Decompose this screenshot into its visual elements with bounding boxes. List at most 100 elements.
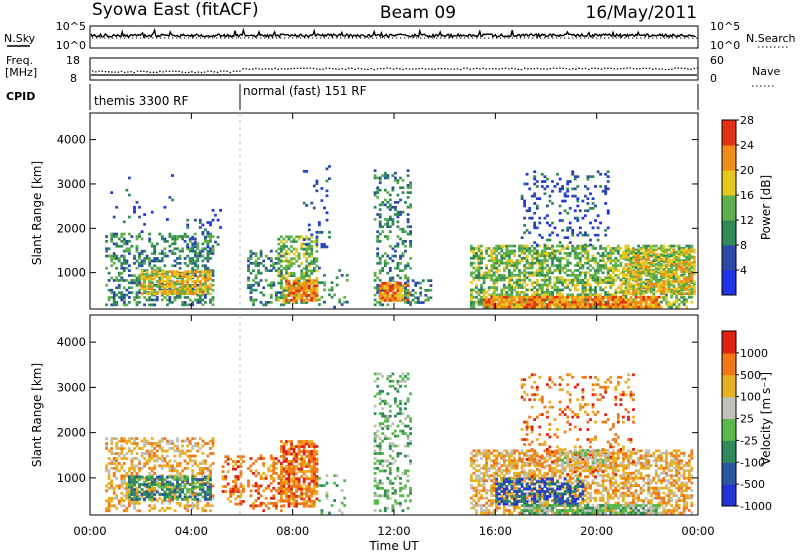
heatmap-cell <box>477 278 481 282</box>
heatmap-cell <box>558 288 562 292</box>
heatmap-cell <box>660 285 663 288</box>
heatmap-cell <box>624 305 628 309</box>
heatmap-cell <box>632 261 635 265</box>
heatmap-cell <box>122 454 126 458</box>
heatmap-cell <box>584 298 587 302</box>
heatmap-cell <box>254 504 258 508</box>
heatmap-cell <box>110 486 114 490</box>
heatmap-cell <box>378 176 382 180</box>
heatmap-cell <box>508 274 511 277</box>
heatmap-cell <box>115 279 119 282</box>
heatmap-cell <box>198 447 202 450</box>
heatmap-cell <box>401 269 405 272</box>
heatmap-cell <box>282 245 286 248</box>
heatmap-cell <box>252 462 255 465</box>
heatmap-cell <box>685 270 689 274</box>
heatmap-cell <box>551 254 554 258</box>
heatmap-cell <box>584 288 587 292</box>
heatmap-cell <box>381 201 385 204</box>
heatmap-cell <box>155 444 159 448</box>
heatmap-cell <box>229 457 233 461</box>
heatmap-cell <box>386 223 390 226</box>
heatmap-cell <box>186 488 190 491</box>
heatmap-cell <box>596 281 600 284</box>
heatmap-cell <box>122 301 126 304</box>
heatmap-cell <box>171 292 174 296</box>
heatmap-cell <box>135 498 139 501</box>
heatmap-cell <box>591 276 595 280</box>
heatmap-cell <box>396 266 400 270</box>
heatmap-cell <box>193 437 197 440</box>
heatmap-cell <box>158 252 162 255</box>
heatmap-cell <box>616 249 620 253</box>
heatmap-cell <box>677 285 681 288</box>
heatmap-cell <box>589 283 592 287</box>
heatmap-cell <box>561 256 564 260</box>
heatmap-cell <box>543 254 547 258</box>
heatmap-cell <box>634 275 638 278</box>
heatmap-cell <box>502 295 506 299</box>
heatmap-cell <box>277 274 281 278</box>
heatmap-cell <box>634 295 638 299</box>
heatmap-cell <box>477 288 481 292</box>
heatmap-cell <box>120 474 124 478</box>
heatmap-cell <box>214 213 217 217</box>
heatmap-cell <box>520 236 524 239</box>
heatmap-cell <box>120 449 124 453</box>
heatmap-cell <box>687 277 691 281</box>
heatmap-cell <box>510 283 514 287</box>
heatmap-cell <box>381 303 385 307</box>
heatmap-cell <box>115 303 119 307</box>
heatmap-cell <box>578 303 582 306</box>
heatmap-cell <box>312 267 316 270</box>
heatmap-cell <box>201 303 205 307</box>
heatmap-cell <box>639 292 643 296</box>
heatmap-cell <box>315 289 319 292</box>
heatmap-cell <box>373 293 377 297</box>
heatmap-cell <box>206 279 210 282</box>
heatmap-cell <box>652 298 656 302</box>
heatmap-cell <box>302 254 306 258</box>
heatmap-cell <box>150 270 154 274</box>
heatmap-cell <box>191 490 195 494</box>
heatmap-cell <box>285 272 288 275</box>
heatmap-cell <box>262 509 266 513</box>
heatmap-cell <box>128 493 131 496</box>
heatmap-cell <box>135 281 139 285</box>
heatmap-cell <box>186 303 190 307</box>
heatmap-cell <box>201 469 205 473</box>
heatmap-cell <box>280 494 283 498</box>
heatmap-cell <box>188 483 192 486</box>
heatmap-cell <box>153 478 157 481</box>
heatmap-cell <box>383 203 387 207</box>
heatmap-cell <box>254 281 258 285</box>
heatmap-cell <box>404 266 407 270</box>
heatmap-cell <box>262 489 266 493</box>
heatmap-cell <box>391 205 395 209</box>
heatmap-cell <box>373 303 377 307</box>
heatmap-cell <box>525 182 529 186</box>
heatmap-cell <box>315 182 319 185</box>
heatmap-cell <box>533 298 537 302</box>
heatmap-cell <box>644 280 648 283</box>
heatmap-cell <box>591 300 595 304</box>
heatmap-cell <box>378 213 382 216</box>
heatmap-cell <box>568 278 572 282</box>
heatmap-cell <box>627 292 630 296</box>
heatmap-cell <box>163 271 167 275</box>
heatmap-cell <box>543 247 547 250</box>
heatmap-cell <box>183 301 187 304</box>
heatmap-cell <box>540 274 544 277</box>
heatmap-cell <box>110 254 114 258</box>
heatmap-cell <box>505 247 509 250</box>
heatmap-cell <box>556 269 559 272</box>
heatmap-cell <box>475 295 478 299</box>
heatmap-cell <box>178 495 182 499</box>
heatmap-cell <box>672 253 676 256</box>
heatmap-cell <box>206 249 210 253</box>
heatmap-cell <box>399 210 402 214</box>
heatmap-cell <box>634 263 638 266</box>
heatmap-cell <box>632 292 635 296</box>
heatmap-cell <box>105 469 108 473</box>
heatmap-cell <box>616 298 620 302</box>
